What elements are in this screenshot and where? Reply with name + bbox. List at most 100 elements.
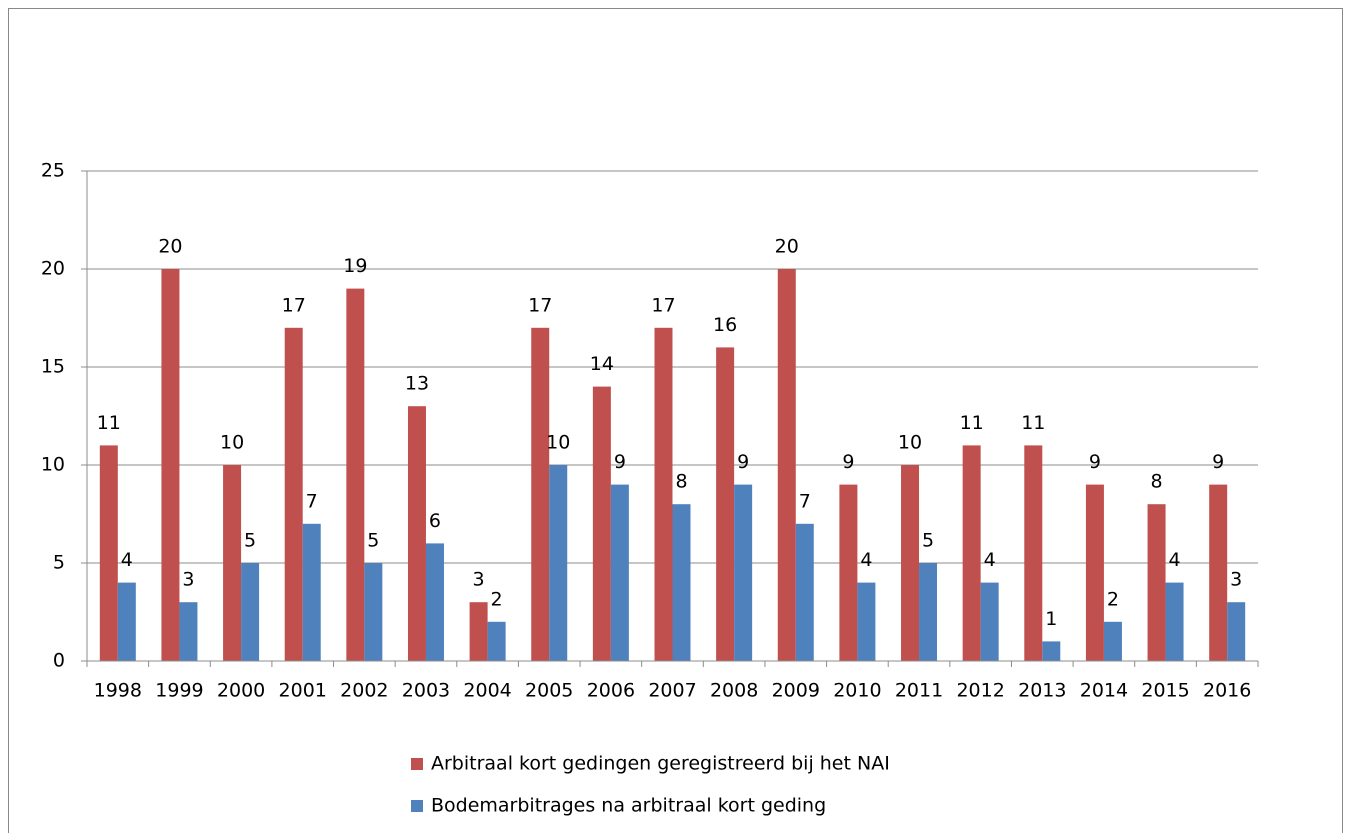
- data-label: 17: [651, 294, 675, 316]
- bar: [1103, 621, 1122, 661]
- bar: [179, 602, 198, 661]
- bar: [716, 347, 735, 661]
- bar: [1042, 641, 1061, 661]
- bar: [117, 582, 136, 661]
- x-tick-label: 2015: [1141, 680, 1189, 702]
- x-tick-label: 2016: [1203, 680, 1251, 702]
- x-tick-label: 2004: [463, 680, 511, 702]
- bar: [654, 327, 673, 661]
- data-label: 11: [960, 412, 984, 434]
- data-label: 4: [121, 549, 133, 571]
- x-tick-label: 2007: [648, 680, 696, 702]
- x-tick-label: 2005: [525, 680, 573, 702]
- bar: [302, 523, 321, 661]
- bar: [795, 523, 814, 661]
- data-label: 17: [528, 294, 552, 316]
- legend-swatch: [411, 758, 423, 770]
- bar: [610, 484, 629, 661]
- bar: [531, 327, 550, 661]
- bar: [980, 582, 999, 661]
- bar: [1209, 484, 1228, 661]
- legend-swatch: [411, 800, 423, 812]
- bar: [857, 582, 876, 661]
- bar: [734, 484, 753, 661]
- data-label: 5: [244, 530, 256, 552]
- data-label: 3: [1230, 569, 1242, 591]
- bar: [672, 504, 691, 661]
- bar: [99, 445, 118, 661]
- x-tick-label: 2009: [772, 680, 820, 702]
- data-label: 4: [984, 549, 996, 571]
- x-tick-label: 2012: [956, 680, 1004, 702]
- bar: [592, 386, 611, 661]
- x-tick-label: 2001: [279, 680, 327, 702]
- y-tick-label: 25: [41, 160, 65, 182]
- x-tick-label: 2011: [895, 680, 943, 702]
- data-label: 10: [546, 432, 570, 454]
- bar: [919, 563, 938, 661]
- y-tick-label: 15: [41, 356, 65, 378]
- bar: [223, 465, 242, 661]
- data-label: 7: [306, 490, 318, 512]
- bar: [425, 543, 444, 661]
- bar: [407, 406, 426, 661]
- data-label: 10: [898, 432, 922, 454]
- bar: [241, 563, 260, 661]
- data-label: 9: [1089, 451, 1101, 473]
- data-label: 9: [842, 451, 854, 473]
- data-label: 2: [491, 588, 503, 610]
- data-label: 3: [182, 569, 194, 591]
- data-label: 20: [158, 236, 182, 258]
- x-tick-label: 2008: [710, 680, 758, 702]
- chart-frame: [8, 8, 1343, 837]
- legend-label: Bodemarbitrages na arbitraal kort geding: [431, 795, 826, 817]
- data-label: 3: [473, 569, 485, 591]
- data-label: 6: [429, 510, 441, 532]
- data-label: 17: [282, 294, 306, 316]
- bar: [962, 445, 981, 661]
- data-label: 4: [1169, 549, 1181, 571]
- data-label: 7: [799, 490, 811, 512]
- x-tick-label: 2006: [587, 680, 635, 702]
- x-tick-label: 2014: [1080, 680, 1128, 702]
- bar: [161, 269, 180, 661]
- data-label: 8: [675, 471, 687, 493]
- data-label: 5: [367, 530, 379, 552]
- data-label: 10: [220, 432, 244, 454]
- y-tick-label: 10: [41, 454, 65, 476]
- bar: [1024, 445, 1043, 661]
- data-label: 1: [1045, 608, 1057, 630]
- data-label: 13: [405, 373, 429, 395]
- data-label: 11: [1021, 412, 1045, 434]
- bar: [346, 288, 365, 661]
- bar: [901, 465, 920, 661]
- y-tick-label: 0: [53, 650, 65, 672]
- data-label: 8: [1151, 471, 1163, 493]
- y-tick-label: 5: [53, 552, 65, 574]
- data-label: 4: [860, 549, 872, 571]
- x-tick-label: 1999: [155, 680, 203, 702]
- legend-label: Arbitraal kort gedingen geregistreerd bi…: [431, 753, 890, 775]
- data-label: 5: [922, 530, 934, 552]
- bar: [1085, 484, 1104, 661]
- data-label: 9: [614, 451, 626, 473]
- bar: [487, 621, 506, 661]
- data-label: 9: [737, 451, 749, 473]
- data-label: 9: [1212, 451, 1224, 473]
- data-label: 11: [97, 412, 121, 434]
- data-label: 14: [590, 353, 614, 375]
- bar: [364, 563, 383, 661]
- x-tick-label: 2013: [1018, 680, 1066, 702]
- bar: [1227, 602, 1246, 661]
- bar: [284, 327, 303, 661]
- bar: [549, 465, 568, 661]
- x-tick-label: 2003: [402, 680, 450, 702]
- bar: [1165, 582, 1184, 661]
- bar: [1147, 504, 1166, 661]
- bar: [777, 269, 796, 661]
- bar: [469, 602, 488, 661]
- data-label: 2: [1107, 588, 1119, 610]
- y-tick-label: 20: [41, 258, 65, 280]
